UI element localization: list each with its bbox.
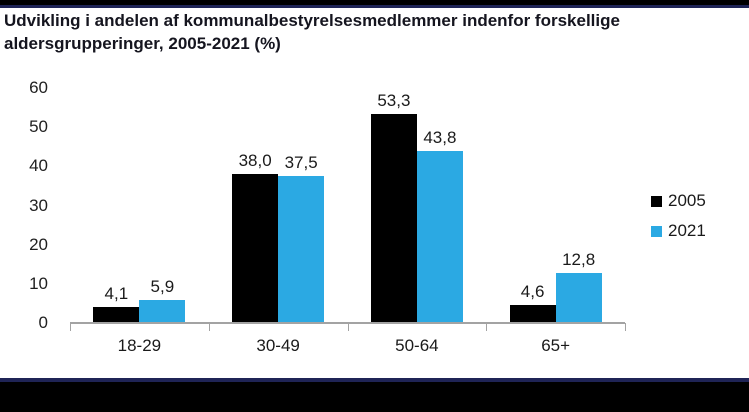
x-axis-category-label: 65+ <box>541 336 571 355</box>
y-axis-label: 30 <box>29 195 48 215</box>
top-border-black <box>0 0 749 5</box>
legend: 2005 2021 <box>651 192 706 252</box>
bar-2021-50-64 <box>416 151 463 323</box>
bar-2005-65+ <box>509 304 556 323</box>
x-axis-category-label: 50-64 <box>395 336 439 355</box>
legend-item-2005: 2005 <box>651 192 706 210</box>
x-axis-tick <box>208 323 210 331</box>
legend-swatch-2021 <box>651 225 662 237</box>
bottom-border-black <box>0 382 749 412</box>
bottom-border-navy <box>0 378 749 382</box>
chart-title: Udvikling i andelen af kommunalbestyrels… <box>4 11 620 53</box>
y-axis-label: 20 <box>29 234 48 254</box>
bar-2021-18-29 <box>139 299 186 323</box>
top-border-navy <box>0 5 749 8</box>
bar-2005-50-64 <box>370 114 417 323</box>
x-axis-tick <box>347 323 349 331</box>
bar-value-label: 4,1 <box>104 283 129 303</box>
y-axis-label: 50 <box>29 117 48 137</box>
bar-value-label: 43,8 <box>423 128 457 148</box>
bar-value-label: 53,3 <box>377 91 411 111</box>
bar-value-label: 4,6 <box>520 281 545 301</box>
legend-swatch-2005 <box>651 195 662 207</box>
x-axis-tick <box>486 323 488 331</box>
x-axis-category-label: 18-29 <box>117 336 162 355</box>
y-axis-label: 0 <box>38 313 48 332</box>
x-axis-category-label: 30-49 <box>256 336 300 355</box>
bar-value-label: 12,8 <box>562 249 596 269</box>
x-axis-tick <box>625 323 626 331</box>
bar-2021-65+ <box>555 272 602 323</box>
bar-2005-18-29 <box>93 306 140 323</box>
x-axis-tick <box>70 323 71 331</box>
bar-value-label: 37,5 <box>284 153 318 173</box>
y-axis-label: 60 <box>29 78 48 97</box>
y-axis-label: 10 <box>29 273 48 293</box>
bar-value-label: 38,0 <box>238 151 272 171</box>
legend-label-2005: 2005 <box>668 191 706 210</box>
y-axis-label: 40 <box>29 156 48 176</box>
bar-value-label: 5,9 <box>150 276 175 296</box>
bar-2005-30-49 <box>232 174 279 323</box>
legend-item-2021: 2021 <box>651 222 706 240</box>
legend-label-2021: 2021 <box>668 221 706 240</box>
bar-2021-30-49 <box>278 176 325 323</box>
